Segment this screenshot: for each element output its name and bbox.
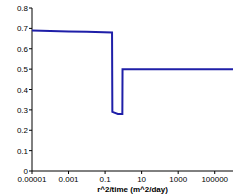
- y-tick: [29, 109, 32, 110]
- x-tick: [214, 171, 215, 174]
- y-tick: [29, 89, 32, 90]
- y-tick-label: 0.7: [17, 24, 29, 33]
- x-tick: [105, 171, 106, 174]
- x-tick-label: 1000: [169, 175, 187, 184]
- y-tick-label: 0.5: [17, 65, 29, 74]
- y-tick: [29, 130, 32, 131]
- y-tick-label: 0.2: [17, 126, 29, 135]
- y-tick: [29, 150, 32, 151]
- x-tick-label: 0.001: [59, 175, 80, 184]
- y-tick: [29, 8, 32, 9]
- plot-area: [32, 30, 233, 114]
- y-tick-label: 0.3: [17, 106, 29, 115]
- y-tick-label: 0.4: [17, 86, 29, 95]
- x-axis-label: r^2/time (m^2/day): [97, 185, 168, 194]
- x-tick-label: 0.00001: [18, 175, 47, 184]
- y-tick: [29, 69, 32, 70]
- x-tick: [32, 171, 33, 174]
- x-tick-label: 10: [137, 175, 146, 184]
- y-tick-label: 0.1: [17, 147, 29, 156]
- y-tick: [29, 48, 32, 49]
- x-tick: [178, 171, 179, 174]
- y-tick-label: 0.6: [17, 45, 29, 54]
- x-axis: [32, 171, 233, 172]
- y-tick: [29, 28, 32, 29]
- x-tick-label: 100000: [201, 175, 228, 184]
- x-tick-label: 0.1: [100, 175, 112, 184]
- y-tick-label: 0.8: [17, 4, 29, 13]
- chart: 00.10.20.30.40.50.60.70.80.000010.0010.1…: [0, 0, 240, 195]
- x-tick: [68, 171, 69, 174]
- series-line: [32, 30, 233, 114]
- x-tick: [141, 171, 142, 174]
